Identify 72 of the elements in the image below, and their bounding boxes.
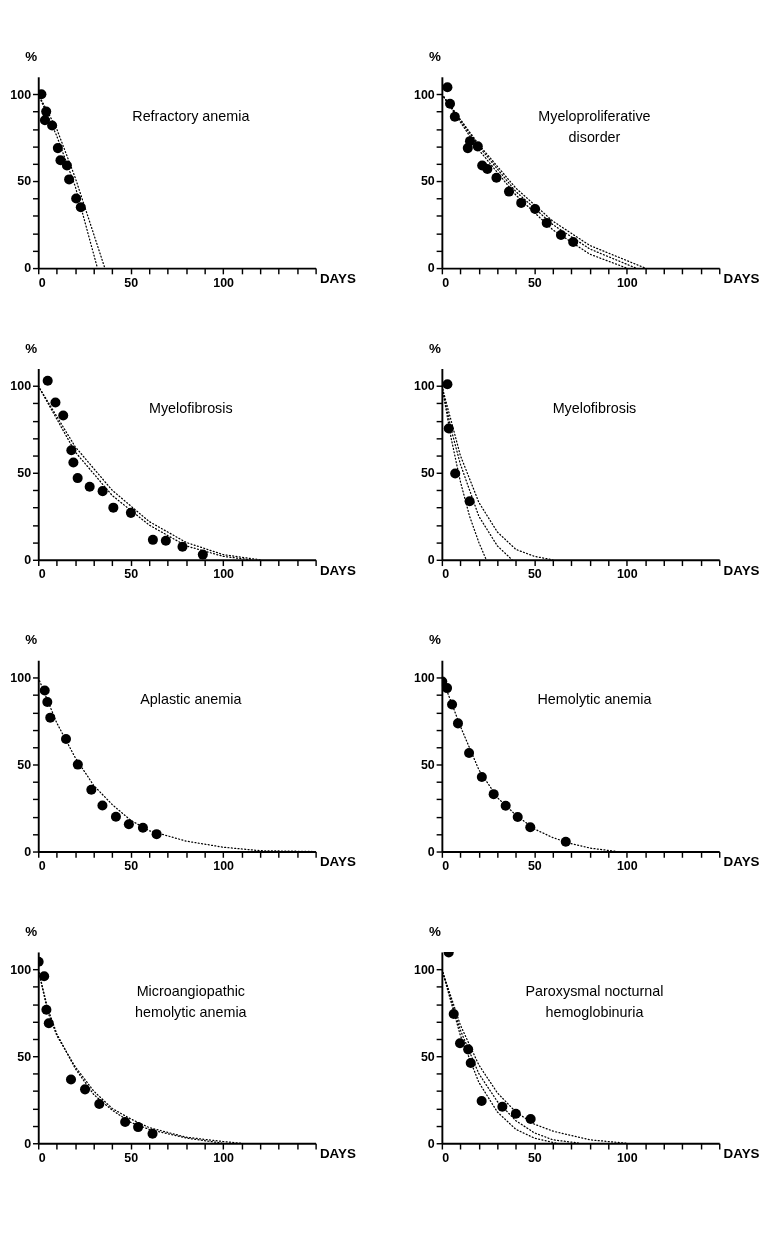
x-axis-title: DAYS (319, 270, 356, 286)
x-tick-label: 50 (527, 567, 542, 582)
y-tick-label: 0 (24, 844, 32, 859)
y-axis-title: % (428, 340, 441, 356)
x-tick-label: 100 (213, 275, 235, 290)
text: Myeloproliferative disorder (538, 107, 651, 145)
x-tick-label: 0 (38, 567, 46, 582)
text: Myelofibrosis (149, 399, 233, 416)
x-tick-label: 100 (213, 1150, 235, 1165)
y-tick-label: 50 (420, 1049, 435, 1064)
x-tick-label: 0 (38, 275, 46, 290)
text: Myelofibrosis (552, 399, 637, 416)
y-tick-label: 50 (17, 174, 32, 189)
x-tick-label: 0 (38, 1150, 46, 1165)
text: Aplastic anemia (140, 691, 242, 708)
x-tick-label: 100 (616, 1150, 638, 1165)
text: Microangiopathic hemolytic anemia (135, 982, 247, 1021)
y-tick-label: 100 (10, 670, 32, 685)
y-tick-label: 100 (10, 87, 32, 102)
x-tick-label: 0 (442, 567, 450, 582)
x-tick-label: 0 (442, 1150, 450, 1165)
y-axis-title: % (428, 632, 441, 648)
text: Refractory anemia (132, 107, 250, 124)
y-tick-label: 50 (17, 466, 32, 481)
x-tick-label: 100 (213, 859, 235, 874)
x-tick-label: 50 (527, 859, 542, 874)
x-tick-label: 50 (527, 1150, 542, 1165)
y-axis-title: % (25, 924, 38, 940)
y-tick-label: 100 (413, 962, 435, 977)
text: Paroxysmal nocturnal hemoglobinuria (525, 982, 664, 1021)
x-axis-title: DAYS (319, 1146, 356, 1162)
y-tick-label: 100 (10, 962, 32, 977)
x-tick-label: 50 (527, 275, 542, 290)
text: Hemolytic anemia (537, 691, 652, 708)
y-tick-label: 100 (10, 379, 32, 394)
y-tick-label: 0 (427, 844, 435, 859)
x-axis-title: DAYS (723, 1146, 760, 1162)
y-tick-label: 50 (420, 174, 435, 189)
x-tick-label: 100 (616, 859, 638, 874)
y-tick-label: 0 (427, 1136, 435, 1151)
x-tick-label: 100 (616, 275, 638, 290)
x-axis-title: DAYS (723, 562, 760, 578)
y-axis-title: % (25, 49, 38, 65)
x-tick-label: 0 (442, 275, 450, 290)
y-tick-label: 100 (413, 87, 435, 102)
y-tick-label: 50 (17, 757, 32, 772)
y-tick-label: 50 (420, 466, 435, 481)
x-axis-title: DAYS (723, 270, 760, 286)
x-axis-title: DAYS (319, 854, 356, 870)
y-axis-title: % (428, 49, 441, 65)
x-tick-label: 50 (124, 859, 139, 874)
x-tick-label: 100 (213, 567, 235, 582)
y-axis-title: % (25, 340, 38, 356)
x-tick-label: 0 (38, 859, 46, 874)
y-axis-title: % (25, 632, 38, 648)
y-tick-label: 50 (17, 1049, 32, 1064)
x-axis-title: DAYS (319, 562, 356, 578)
y-tick-label: 0 (427, 553, 435, 568)
y-tick-label: 100 (413, 670, 435, 685)
y-tick-label: 0 (24, 553, 32, 568)
y-tick-label: 0 (24, 261, 32, 276)
x-tick-label: 50 (124, 275, 139, 290)
y-tick-label: 100 (413, 379, 435, 394)
y-tick-label: 50 (420, 757, 435, 772)
x-axis-title: DAYS (723, 854, 760, 870)
x-tick-label: 50 (124, 567, 139, 582)
x-tick-label: 100 (616, 567, 638, 582)
y-tick-label: 0 (24, 1136, 32, 1151)
y-tick-label: 0 (427, 261, 435, 276)
y-axis-title: % (428, 924, 441, 940)
x-tick-label: 50 (124, 1150, 139, 1165)
x-tick-label: 0 (442, 859, 450, 874)
